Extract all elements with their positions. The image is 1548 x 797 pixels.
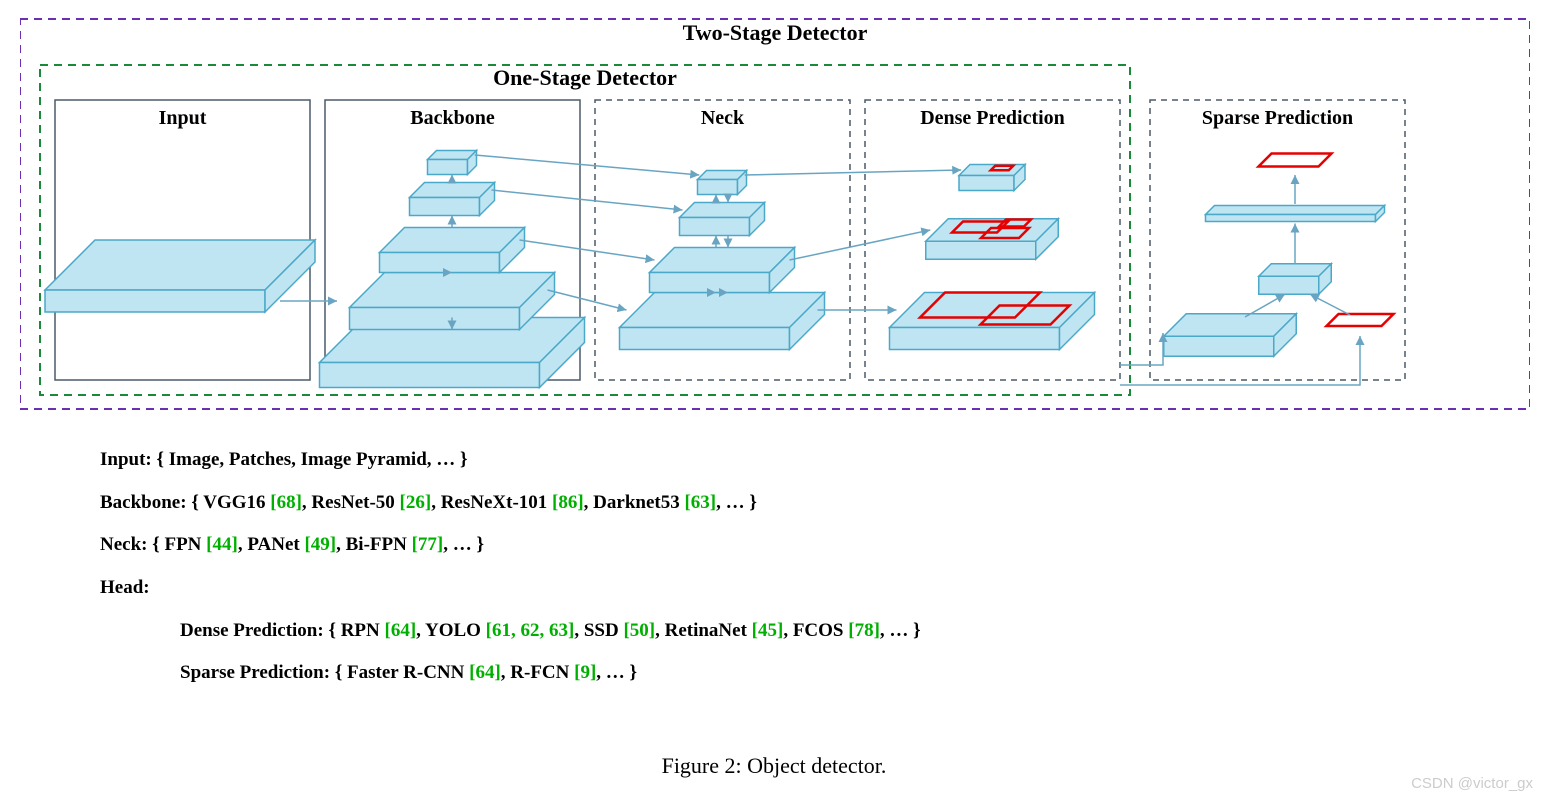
legend-input-label: Input: [100,449,152,470]
svg-text:Sparse Prediction: Sparse Prediction [1202,107,1353,129]
svg-text:Two-Stage Detector: Two-Stage Detector [683,20,868,45]
diagram-container: Two-Stage DetectorOne-Stage Detector Inpu… [20,5,1530,415]
svg-text:Input: Input [159,107,207,129]
figure-caption: Figure 2: Object detector. [0,753,1548,779]
svg-text:One-Stage Detector: One-Stage Detector [493,65,677,90]
svg-text:Dense Prediction: Dense Prediction [920,107,1065,129]
legend-neck: Neck: { FPN [44], PANet [49], Bi-FPN [77… [100,533,1400,558]
legend-dense: Dense Prediction: { RPN [64], YOLO [61, … [180,619,1400,644]
legend-input: Input: { Image, Patches, Image Pyramid, … [100,448,1400,473]
legend-input-items: { Image, Patches, Image Pyramid, … } [157,449,468,470]
architecture-diagram: Two-Stage DetectorOne-Stage Detector Inpu… [20,5,1530,415]
legend-head-label: Head: [100,577,150,598]
legend-head: Head: [100,576,1400,601]
watermark: CSDN @victor_gx [1411,775,1533,792]
legend-backbone: Backbone: { VGG16 [68], ResNet-50 [26], … [100,491,1400,516]
legend-sparse: Sparse Prediction: { Faster R-CNN [64], … [180,661,1400,686]
legend: Input: { Image, Patches, Image Pyramid, … [100,430,1400,704]
svg-text:Backbone: Backbone [410,107,495,129]
svg-text:Neck: Neck [701,107,745,129]
